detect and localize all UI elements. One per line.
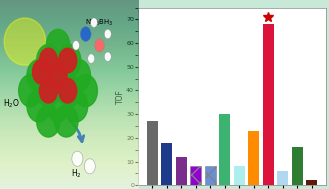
Circle shape [37, 44, 60, 77]
Bar [234, 166, 245, 185]
Circle shape [55, 105, 78, 137]
Circle shape [74, 75, 97, 107]
Circle shape [37, 105, 60, 137]
Bar [263, 24, 274, 185]
Circle shape [72, 151, 83, 166]
Circle shape [104, 52, 111, 61]
Circle shape [64, 90, 88, 122]
Circle shape [27, 90, 50, 122]
Circle shape [57, 44, 81, 77]
Circle shape [88, 54, 95, 63]
Circle shape [19, 75, 42, 107]
Bar [205, 166, 215, 185]
Bar [306, 180, 317, 185]
Circle shape [84, 159, 95, 174]
Circle shape [80, 26, 91, 42]
Text: H$_2$: H$_2$ [71, 168, 81, 180]
Ellipse shape [4, 18, 46, 65]
Y-axis label: TOF: TOF [116, 89, 125, 104]
Bar [176, 157, 187, 185]
Circle shape [49, 63, 67, 88]
Bar [161, 143, 172, 185]
Circle shape [104, 29, 111, 39]
Bar [219, 114, 230, 185]
Circle shape [46, 29, 70, 61]
Bar [248, 131, 259, 185]
Circle shape [90, 18, 97, 27]
Circle shape [46, 60, 70, 92]
Circle shape [73, 41, 80, 50]
Circle shape [59, 78, 77, 103]
Circle shape [27, 60, 50, 92]
Text: H$_2$O: H$_2$O [3, 98, 19, 110]
Circle shape [46, 90, 70, 122]
Circle shape [33, 60, 50, 84]
Circle shape [39, 48, 57, 73]
Bar [147, 121, 158, 185]
Bar [277, 171, 288, 185]
Circle shape [39, 78, 57, 103]
Circle shape [95, 39, 104, 52]
Circle shape [59, 48, 77, 73]
Bar [190, 166, 201, 185]
Circle shape [37, 75, 60, 107]
Text: NH$_3$BH$_3$: NH$_3$BH$_3$ [85, 18, 114, 28]
Bar [292, 147, 303, 185]
Circle shape [67, 60, 90, 92]
Circle shape [57, 75, 81, 107]
